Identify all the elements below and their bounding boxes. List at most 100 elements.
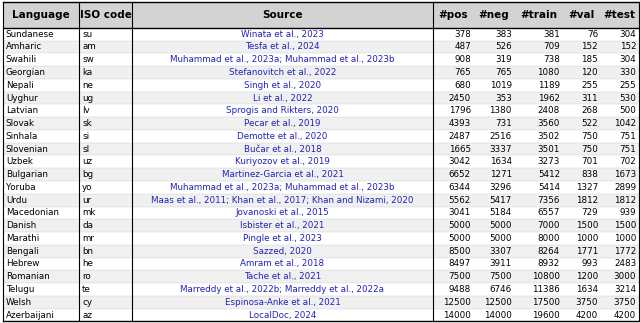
Bar (600, 130, 639, 143)
Bar (600, 104, 639, 117)
Text: 993: 993 (581, 259, 598, 268)
Bar (3, 28, 79, 41)
Text: Language: Language (12, 10, 70, 20)
Text: 378: 378 (454, 30, 471, 39)
Text: 1634: 1634 (490, 157, 512, 166)
Text: 1796: 1796 (449, 106, 471, 115)
Bar (474, 155, 515, 168)
Text: ug: ug (82, 94, 93, 102)
Bar (79, 2, 132, 28)
Bar (563, 79, 600, 92)
Text: 3296: 3296 (490, 183, 512, 192)
Bar (132, 92, 433, 104)
Text: Kuriyozov et al., 2019: Kuriyozov et al., 2019 (235, 157, 330, 166)
Text: 709: 709 (543, 43, 560, 51)
Text: 680: 680 (454, 81, 471, 90)
Bar (433, 245, 474, 257)
Bar (3, 41, 79, 53)
Bar (132, 143, 433, 155)
Bar (563, 155, 600, 168)
Text: 268: 268 (581, 106, 598, 115)
Bar (433, 206, 474, 219)
Text: 1019: 1019 (490, 81, 512, 90)
Text: 1200: 1200 (576, 272, 598, 281)
Text: 765: 765 (495, 68, 512, 77)
Text: 255: 255 (581, 81, 598, 90)
Bar (79, 232, 132, 245)
Bar (600, 66, 639, 79)
Bar (600, 181, 639, 194)
Bar (3, 219, 79, 232)
Bar (563, 66, 600, 79)
Bar (600, 270, 639, 283)
Text: 4200: 4200 (614, 310, 636, 319)
Text: 304: 304 (620, 55, 636, 64)
Text: 1500: 1500 (575, 221, 598, 230)
Text: Sazzed, 2020: Sazzed, 2020 (253, 247, 312, 256)
Bar (3, 104, 79, 117)
Bar (474, 232, 515, 245)
Text: 17500: 17500 (532, 298, 560, 307)
Text: Sprogis and Rikters, 2020: Sprogis and Rikters, 2020 (226, 106, 339, 115)
Bar (515, 283, 563, 296)
Bar (563, 143, 600, 155)
Text: #pos: #pos (438, 10, 468, 20)
Bar (515, 130, 563, 143)
Bar (132, 181, 433, 194)
Text: Muhammad et al., 2023a; Muhammad et al., 2023b: Muhammad et al., 2023a; Muhammad et al.,… (170, 55, 395, 64)
Bar (600, 296, 639, 308)
Text: 838: 838 (581, 170, 598, 179)
Text: 7000: 7000 (538, 221, 560, 230)
Text: sw: sw (82, 55, 94, 64)
Bar (600, 53, 639, 66)
Bar (474, 143, 515, 155)
Text: 1380: 1380 (490, 106, 512, 115)
Text: da: da (82, 221, 93, 230)
Bar (3, 283, 79, 296)
Bar (600, 117, 639, 130)
Text: 5417: 5417 (490, 196, 512, 205)
Text: 731: 731 (495, 119, 512, 128)
Bar (132, 41, 433, 53)
Bar (563, 232, 600, 245)
Text: 3307: 3307 (490, 247, 512, 256)
Bar (474, 104, 515, 117)
Text: Azerbaijani: Azerbaijani (6, 310, 54, 319)
Bar (132, 66, 433, 79)
Bar (474, 181, 515, 194)
Bar (79, 28, 132, 41)
Text: Li et al., 2022: Li et al., 2022 (253, 94, 312, 102)
Text: 3750: 3750 (575, 298, 598, 307)
Bar (79, 283, 132, 296)
Bar (433, 155, 474, 168)
Text: Martinez-Garcia et al., 2021: Martinez-Garcia et al., 2021 (221, 170, 344, 179)
Text: 939: 939 (620, 208, 636, 217)
Text: 750: 750 (581, 132, 598, 141)
Text: ro: ro (82, 272, 91, 281)
Bar (563, 245, 600, 257)
Text: Marathi: Marathi (6, 234, 39, 243)
Text: 2450: 2450 (449, 94, 471, 102)
Bar (515, 28, 563, 41)
Bar (600, 206, 639, 219)
Text: Bengali: Bengali (6, 247, 38, 256)
Bar (132, 194, 433, 206)
Text: Danish: Danish (6, 221, 36, 230)
Bar (79, 296, 132, 308)
Bar (515, 104, 563, 117)
Bar (600, 155, 639, 168)
Bar (563, 257, 600, 270)
Text: Uyghur: Uyghur (6, 94, 38, 102)
Bar (433, 296, 474, 308)
Text: te: te (82, 285, 91, 294)
Text: 487: 487 (454, 43, 471, 51)
Bar (433, 308, 474, 321)
Text: 3337: 3337 (490, 145, 512, 153)
Text: 5562: 5562 (449, 196, 471, 205)
Text: 6557: 6557 (538, 208, 560, 217)
Text: 120: 120 (581, 68, 598, 77)
Text: Latvian: Latvian (6, 106, 38, 115)
Text: Source: Source (262, 10, 303, 20)
Text: Demotte et al., 2020: Demotte et al., 2020 (237, 132, 328, 141)
Bar (433, 143, 474, 155)
